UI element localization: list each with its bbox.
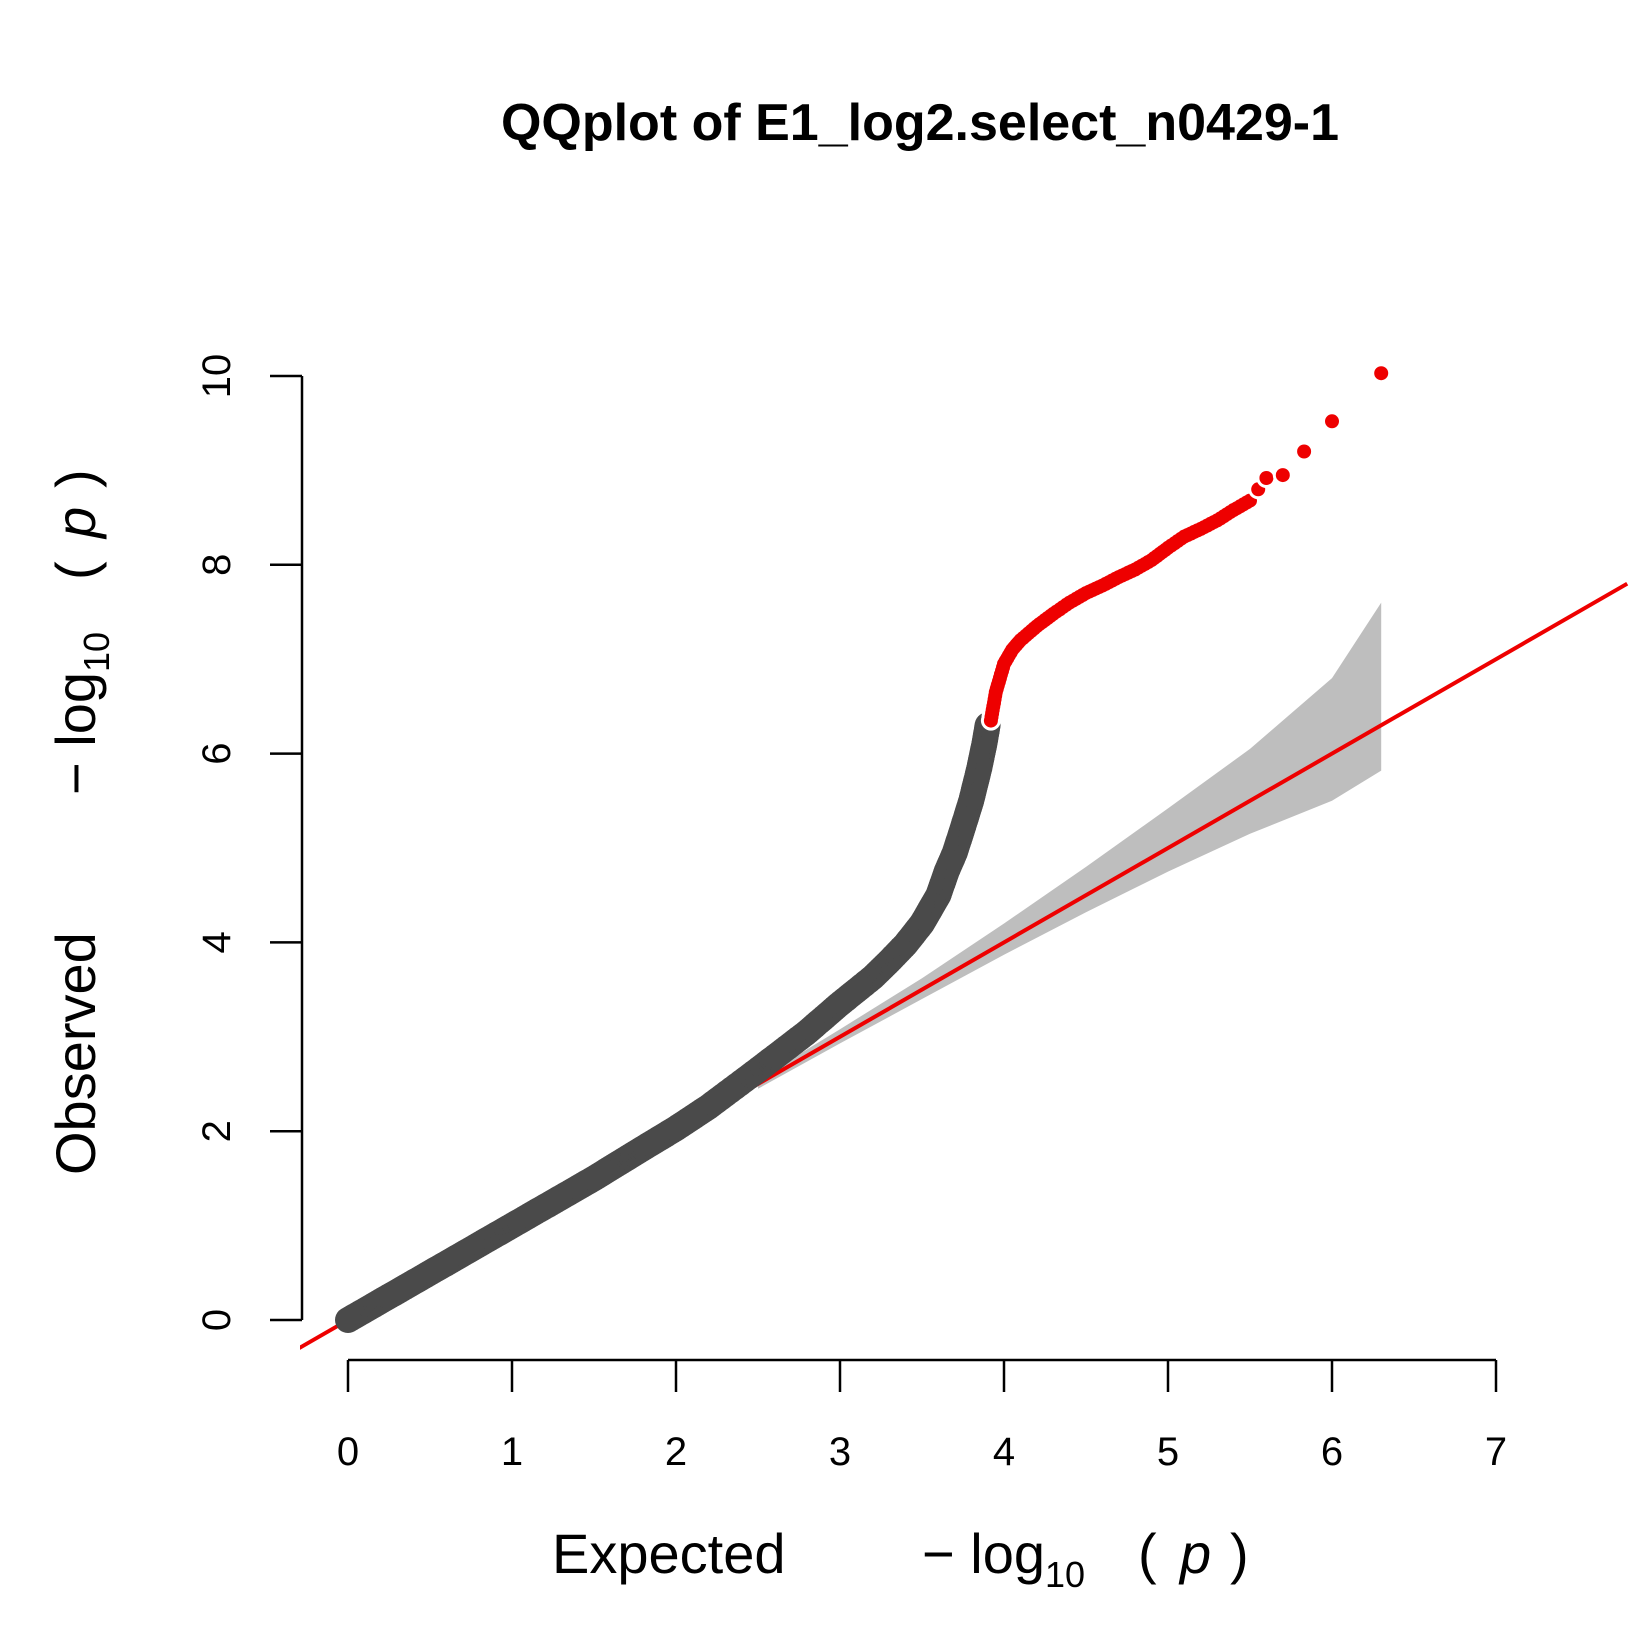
significant-point [1259, 471, 1274, 485]
x-axis-label-var: p [1178, 1522, 1211, 1585]
x-axis-label-prefix: − log [922, 1522, 1045, 1585]
y-axis: 0 2 4 6 8 10 [195, 354, 304, 1331]
x-axis: 0 1 2 3 4 5 6 7 [337, 1358, 1507, 1474]
y-tick-label: 8 [195, 554, 239, 576]
observed-points-layer [335, 712, 1001, 1333]
x-axis-label-sub: 10 [1045, 1554, 1085, 1595]
x-tick-label: 6 [1321, 1430, 1343, 1474]
x-axis-label-open: ( [1138, 1522, 1157, 1585]
significant-points-layer [980, 363, 1392, 731]
svg-text:− log10: − log10 [44, 632, 117, 795]
y-axis-label-open: ( [44, 561, 107, 580]
y-tick-label: 6 [195, 742, 239, 764]
x-tick-label: 1 [501, 1430, 523, 1474]
confidence-band [758, 602, 1382, 1089]
y-axis-label-sub: 10 [76, 632, 117, 672]
x-axis-label-close: ) [1230, 1522, 1249, 1585]
y-tick-label: 4 [195, 931, 239, 953]
x-tick-label: 4 [993, 1430, 1015, 1474]
significant-point [1297, 444, 1312, 459]
y-tick-label: 0 [195, 1309, 239, 1331]
y-axis-label-prefix: − log [44, 672, 107, 795]
x-tick-label: 2 [665, 1430, 687, 1474]
x-tick-label: 5 [1157, 1430, 1179, 1474]
y-axis-label: Observed − log10 ( p ) [44, 469, 117, 1175]
x-tick-label: 7 [1485, 1430, 1507, 1474]
x-tick-label: 0 [337, 1430, 359, 1474]
significant-point [1374, 366, 1389, 381]
x-axis-label-word: Expected [552, 1522, 786, 1585]
chart-title: QQplot of E1_log2.select_n0429-1 [501, 94, 1339, 152]
svg-text:− log10: − log10 [922, 1522, 1085, 1595]
y-axis-label-word: Observed [44, 932, 107, 1175]
y-axis-label-var: p [44, 507, 107, 540]
x-tick-label: 3 [829, 1430, 851, 1474]
y-tick-label: 10 [195, 354, 239, 399]
significant-point [1325, 414, 1339, 429]
confidence-band-layer [758, 602, 1382, 1089]
y-tick-label: 2 [195, 1120, 239, 1142]
y-axis-label-close: ) [44, 469, 107, 488]
significant-point [1275, 468, 1290, 483]
x-axis-label: Expected − log10 ( p ) [552, 1522, 1249, 1595]
